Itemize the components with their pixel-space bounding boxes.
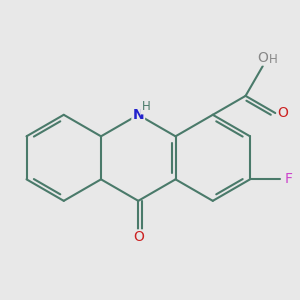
Text: O: O bbox=[278, 106, 289, 120]
Text: O: O bbox=[133, 230, 144, 244]
Text: H: H bbox=[142, 100, 151, 113]
Text: F: F bbox=[285, 172, 293, 186]
Text: N: N bbox=[133, 108, 144, 122]
Text: O: O bbox=[257, 50, 268, 64]
Text: H: H bbox=[269, 53, 278, 66]
